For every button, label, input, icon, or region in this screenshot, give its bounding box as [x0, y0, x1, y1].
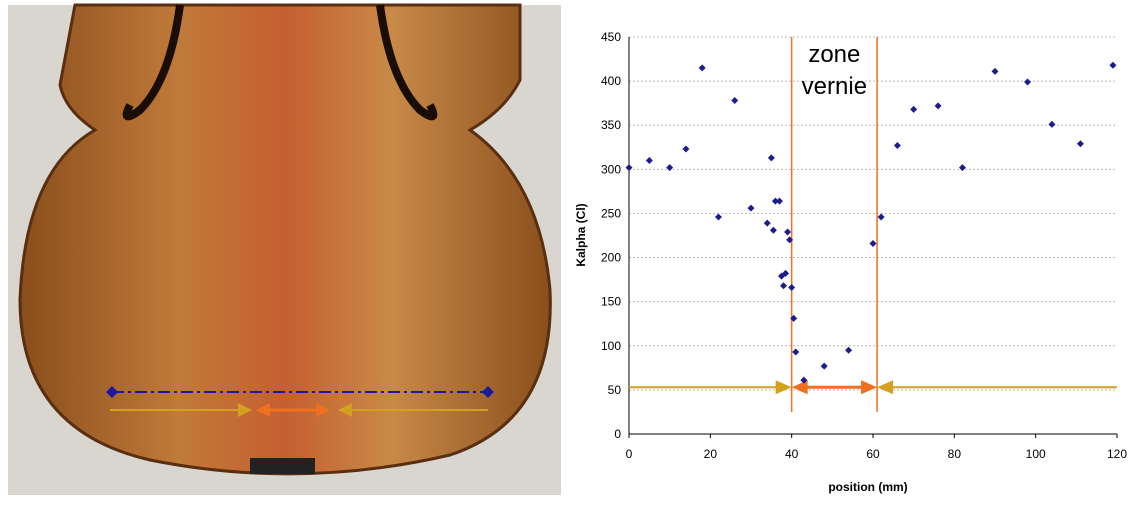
y-tick-label: 50 [608, 383, 622, 397]
y-tick-label: 150 [601, 295, 621, 309]
point [747, 204, 755, 212]
x-tick-label: 80 [948, 447, 962, 461]
point [820, 362, 828, 370]
point [645, 157, 653, 165]
x-tick-label: 40 [785, 447, 799, 461]
y-axis-label: Kalpha (Cl) [574, 203, 588, 266]
point [782, 269, 790, 277]
point [893, 142, 901, 150]
point [698, 64, 706, 72]
violin-photo [8, 3, 561, 495]
y-tick-label: 100 [601, 339, 621, 353]
point [877, 213, 885, 221]
annotation: vernie [802, 73, 867, 100]
x-tick-label: 100 [1026, 447, 1046, 461]
point [1076, 140, 1084, 148]
x-tick-label: 60 [866, 447, 880, 461]
point [845, 346, 853, 354]
point [869, 239, 877, 247]
point [763, 219, 771, 227]
x-axis-label: position (mm) [828, 480, 907, 494]
point [1048, 120, 1056, 128]
point [666, 164, 674, 172]
chart: position (mm) Kalpha (Cl) 05010015020025… [574, 30, 1127, 494]
point [714, 213, 722, 221]
point [800, 376, 808, 384]
point [731, 97, 739, 105]
y-tick-label: 300 [601, 162, 621, 176]
point [910, 105, 918, 113]
point [784, 228, 792, 236]
x-tick-label: 0 [626, 447, 633, 461]
point [991, 67, 999, 75]
y-tick-label: 250 [601, 206, 621, 220]
point [769, 226, 777, 234]
point [1024, 78, 1032, 86]
y-tick-label: 350 [601, 118, 621, 132]
point [682, 145, 690, 153]
y-tick-label: 400 [601, 74, 621, 88]
y-tick-label: 0 [614, 427, 621, 441]
point [790, 314, 798, 322]
y-tick-label: 200 [601, 251, 621, 265]
arrow-head [877, 380, 894, 395]
arrow-head [775, 380, 792, 395]
x-tick-label: 20 [704, 447, 718, 461]
point [792, 348, 800, 356]
annotation: zone [808, 41, 860, 68]
point [786, 236, 794, 244]
point [788, 284, 796, 292]
point [771, 197, 779, 205]
point [1109, 61, 1117, 69]
point [958, 164, 966, 172]
point [767, 154, 775, 162]
point [934, 102, 942, 110]
x-tick-label: 120 [1107, 447, 1127, 461]
point [775, 197, 783, 205]
y-tick-label: 450 [601, 30, 621, 44]
point [780, 282, 788, 290]
point [625, 164, 633, 172]
